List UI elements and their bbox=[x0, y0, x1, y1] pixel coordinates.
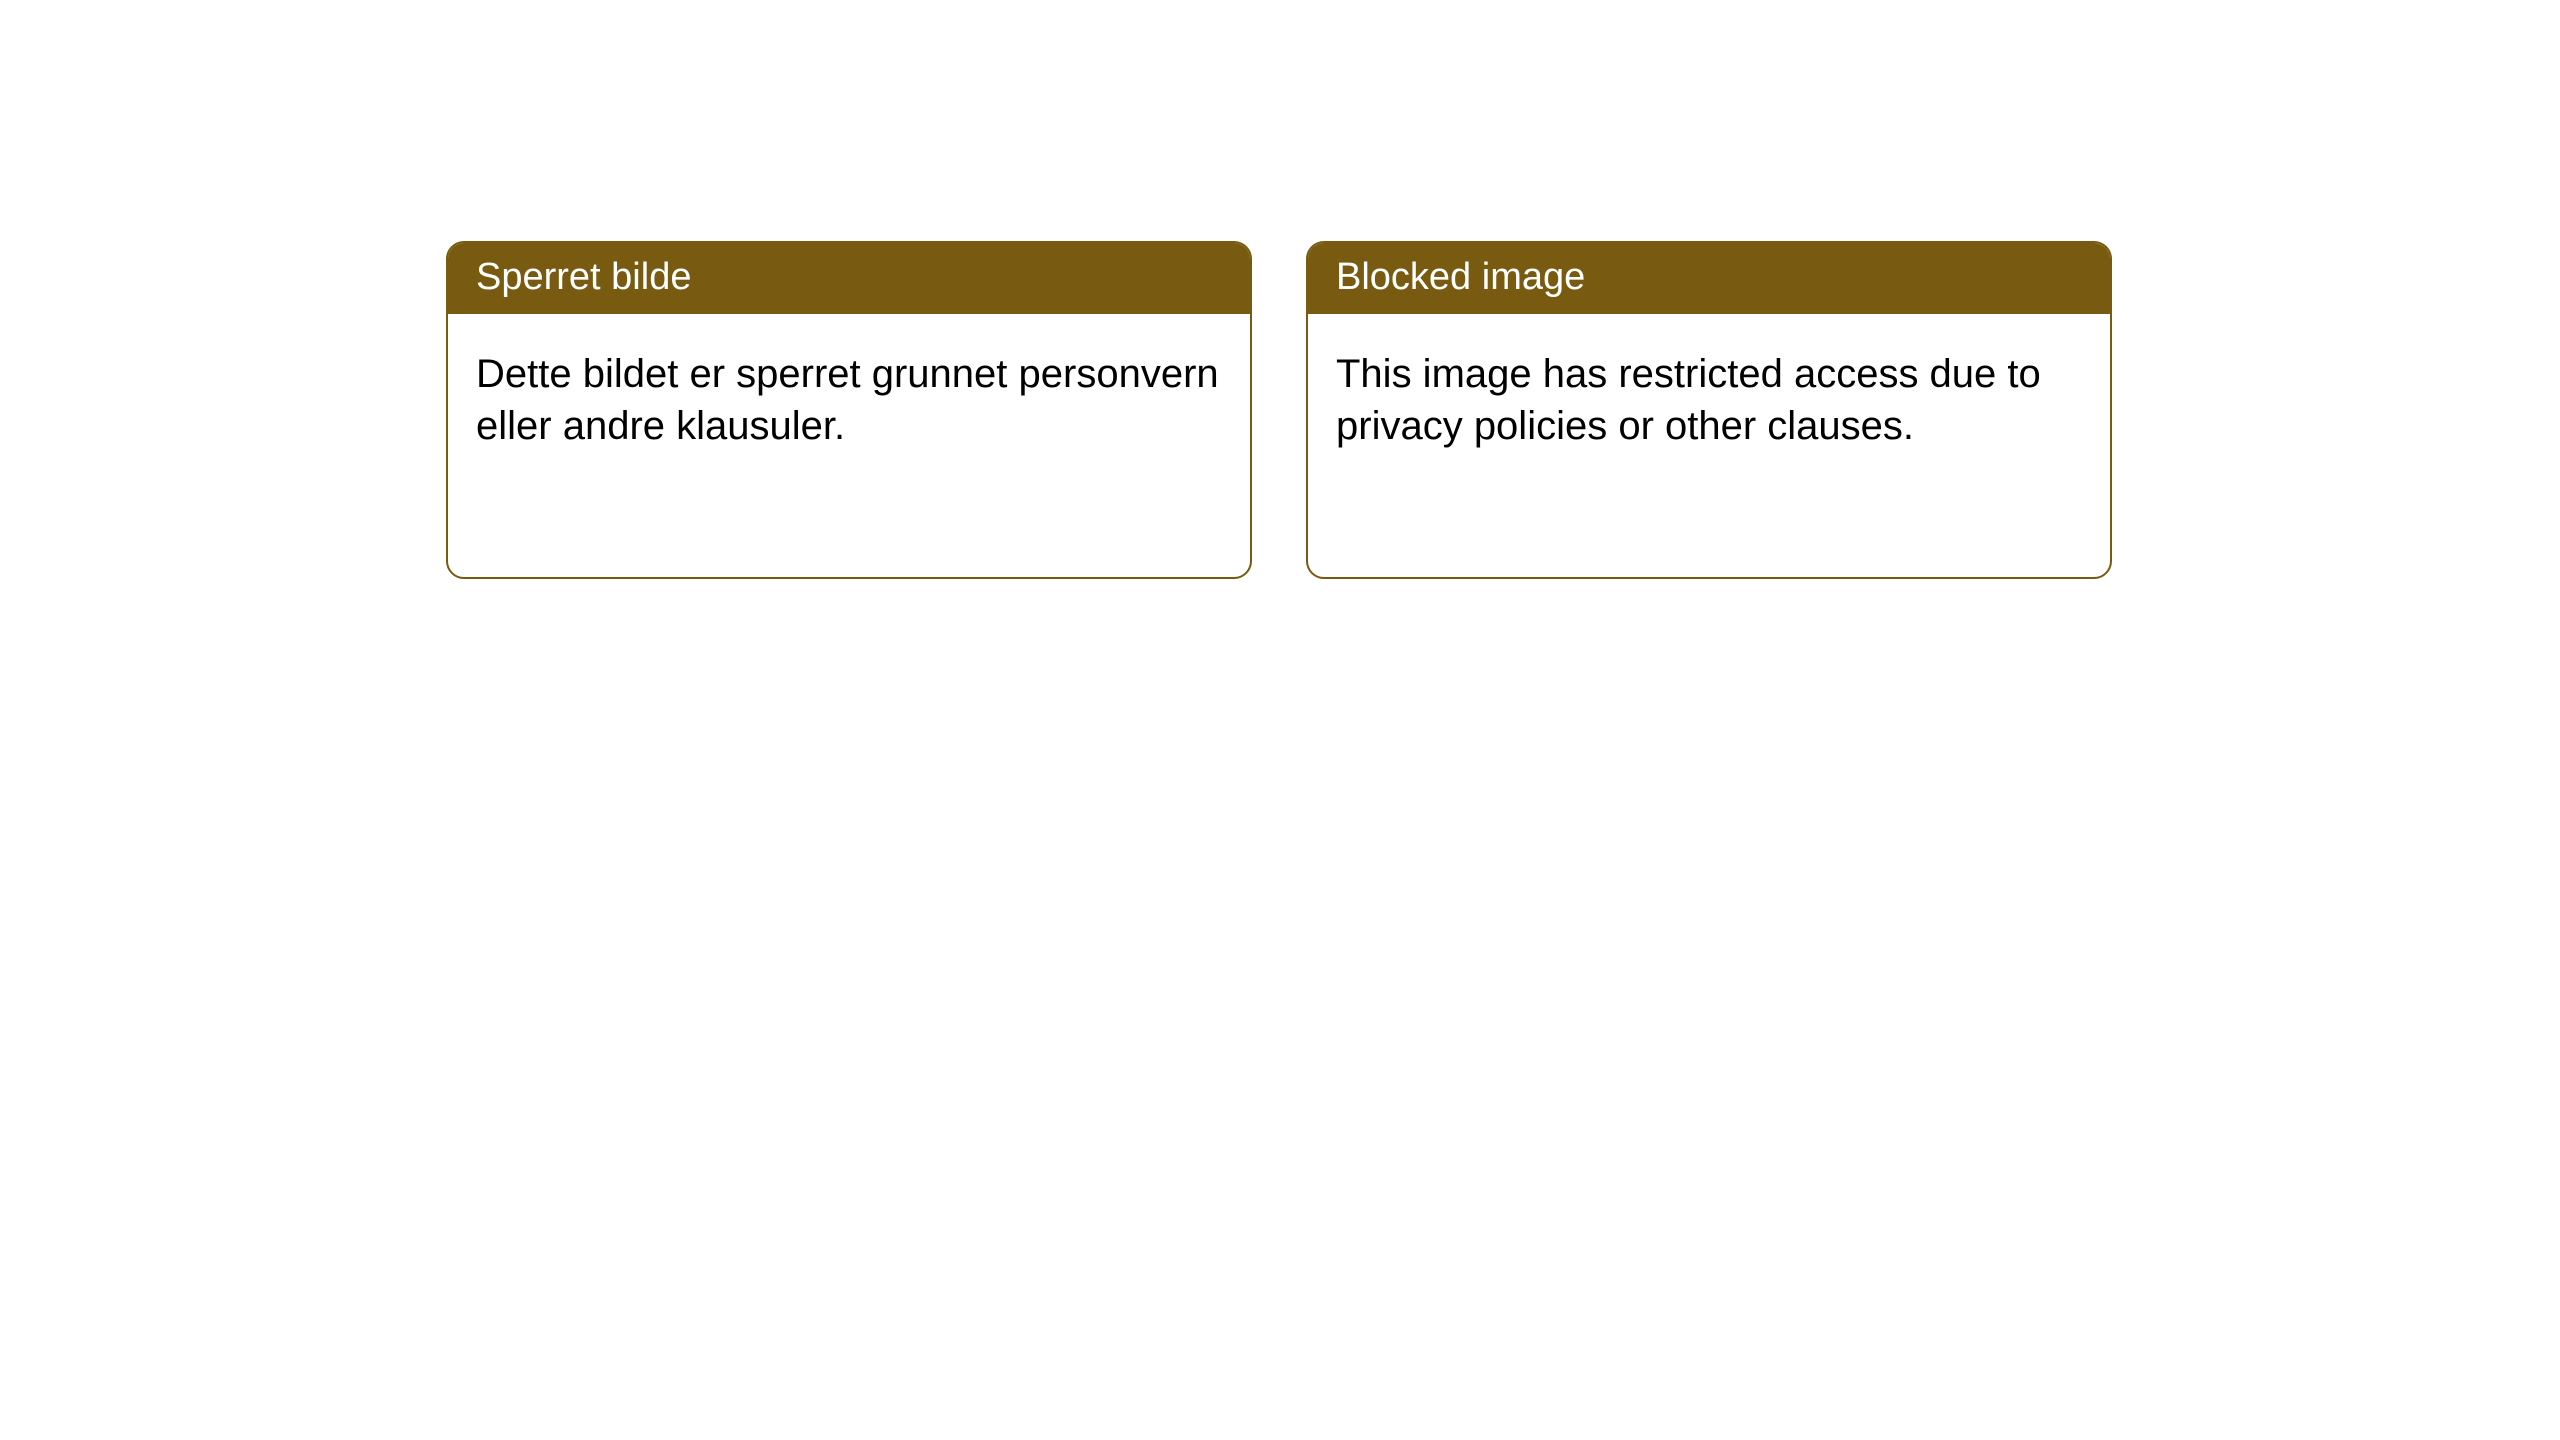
notice-card-norwegian: Sperret bilde Dette bildet er sperret gr… bbox=[446, 241, 1252, 579]
notice-body: This image has restricted access due to … bbox=[1308, 314, 2110, 480]
notice-container: Sperret bilde Dette bildet er sperret gr… bbox=[0, 0, 2560, 579]
notice-body: Dette bildet er sperret grunnet personve… bbox=[448, 314, 1250, 480]
notice-card-english: Blocked image This image has restricted … bbox=[1306, 241, 2112, 579]
notice-header: Sperret bilde bbox=[448, 243, 1250, 314]
notice-header: Blocked image bbox=[1308, 243, 2110, 314]
